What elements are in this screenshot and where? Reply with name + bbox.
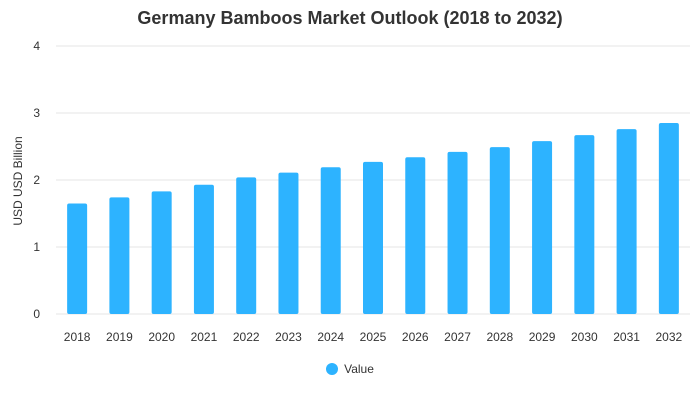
bar-2018[interactable]	[67, 203, 88, 314]
y-tick-labels: 0 1 2 3 4	[33, 39, 40, 321]
x-tick-label: 2026	[402, 330, 429, 344]
bar-2029[interactable]	[532, 141, 553, 314]
y-tick-label: 1	[33, 240, 40, 254]
legend: Value	[0, 362, 700, 378]
y-tick-label: 2	[33, 173, 40, 187]
x-tick-label: 2020	[148, 330, 175, 344]
x-tick-label: 2031	[613, 330, 640, 344]
bar-2026[interactable]	[405, 157, 426, 314]
legend-swatch-icon	[326, 363, 339, 375]
legend-label: Value	[344, 362, 374, 376]
y-tick-label: 3	[33, 106, 40, 120]
x-tick-label: 2029	[529, 330, 556, 344]
bar-2028[interactable]	[489, 147, 510, 314]
bar-2019[interactable]	[109, 197, 130, 314]
x-tick-labels: 2018 2019 2020 2021 2022 2023 2024 2025 2026 2027…	[64, 330, 683, 344]
bar-2025[interactable]	[363, 161, 383, 314]
y-tick-label: 0	[33, 307, 40, 321]
chart-title: Germany Bamboos Market Outlook (2018 to …	[137, 8, 563, 28]
y-tick-label: 4	[33, 39, 40, 53]
legend-item-value[interactable]: Value	[326, 362, 374, 376]
bars	[67, 123, 679, 314]
x-tick-label: 2028	[486, 330, 513, 344]
bar-2024[interactable]	[320, 167, 341, 314]
bar-2027[interactable]	[447, 151, 468, 314]
bar-2031[interactable]	[616, 129, 637, 314]
x-tick-label: 2021	[191, 330, 218, 344]
bar-2020[interactable]	[151, 191, 172, 314]
x-tick-label: 2030	[571, 330, 598, 344]
bar-2023[interactable]	[278, 172, 299, 314]
bar-2021[interactable]	[193, 184, 214, 314]
x-tick-label: 2032	[656, 330, 683, 344]
x-tick-label: 2018	[64, 330, 91, 344]
x-tick-label: 2019	[106, 330, 133, 344]
x-tick-label: 2022	[233, 330, 260, 344]
y-axis-label: USD USD Billion	[11, 136, 25, 225]
x-tick-label: 2023	[275, 330, 302, 344]
x-tick-label: 2024	[317, 330, 344, 344]
x-tick-label: 2027	[444, 330, 471, 344]
bar-2030[interactable]	[574, 135, 595, 314]
bar-2032[interactable]	[658, 123, 679, 314]
x-tick-label: 2025	[360, 330, 387, 344]
bar-2022[interactable]	[236, 177, 257, 314]
